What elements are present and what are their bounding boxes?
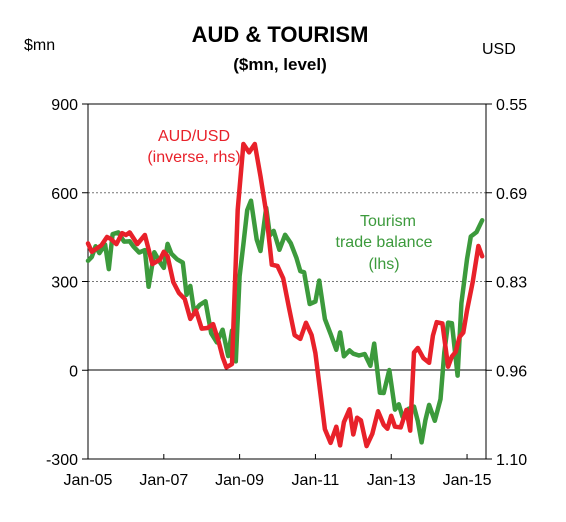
left-tick-label: -300 [46,452,78,469]
series-lines [85,141,485,449]
right-tick-label: 0.96 [496,363,527,380]
tourism-label-line-1: Tourism [360,213,416,230]
right-tick-label: 0.83 [496,275,527,292]
left-axis-unit: $mn [24,37,55,54]
left-tick-label: 0 [69,363,78,380]
x-tick-label: Jan-15 [443,472,492,489]
chart-subtitle: ($mn, level) [233,55,327,74]
right-tick-label: 0.55 [496,97,527,114]
left-tick-label: 600 [51,186,78,203]
tourism-series-label: Tourism trade balance (lhs) [336,213,433,273]
chart-title: AUD & TOURISM [192,22,369,47]
right-tick-label: 1.10 [496,452,527,469]
tourism-label-line-2: trade balance [336,234,433,251]
x-tick-label: Jan-11 [292,472,340,489]
tourism-label-line-3: (lhs) [368,256,399,273]
aud-series-label: AUD/USD (inverse, rhs) [147,128,240,166]
aud-label-line-1: AUD/USD [158,128,230,145]
x-tick-label: Jan-07 [139,472,188,489]
left-tick-label: 300 [51,275,78,292]
right-axis-unit: USD [482,41,516,58]
x-tick-label: Jan-13 [367,472,416,489]
tick-labels: 900 600 300 0 -300 0.55 0.69 0.83 0.96 1.10 Jan-05… [46,97,527,489]
left-tick-label: 900 [51,97,78,114]
right-tick-label: 0.69 [496,186,527,203]
aud-label-line-2: (inverse, rhs) [147,149,240,166]
x-tick-label: Jan-09 [215,472,264,489]
tourism-balance-line [85,198,485,445]
x-tick-label: Jan-05 [64,472,113,489]
aud-usd-line [85,141,485,449]
